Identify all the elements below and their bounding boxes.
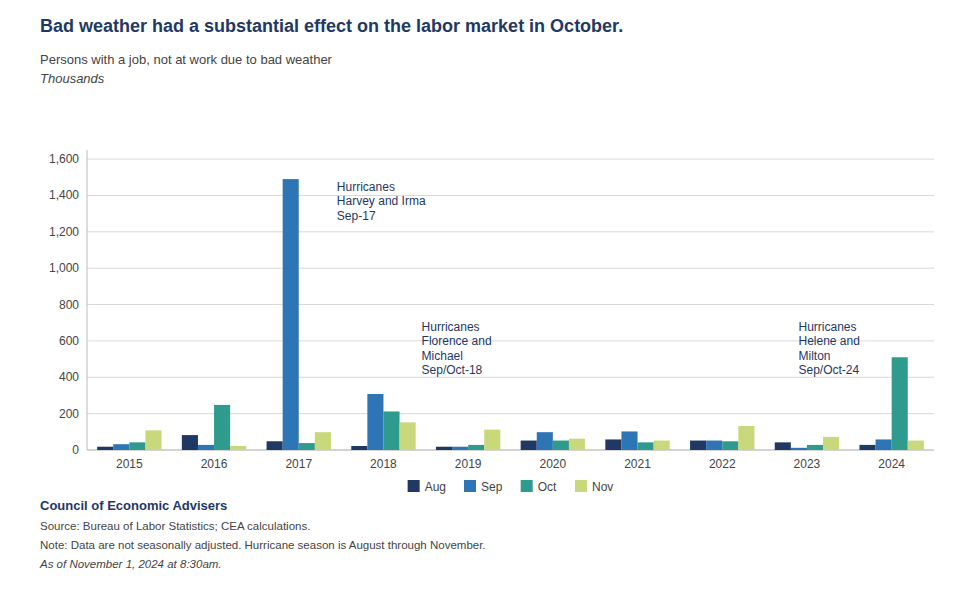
bar — [230, 446, 246, 450]
x-tick-label: 2015 — [116, 457, 143, 471]
bar — [537, 432, 553, 450]
bar — [569, 439, 585, 450]
legend-label: Aug — [425, 480, 446, 494]
legend-item: Sep — [464, 480, 503, 494]
bar — [775, 442, 791, 450]
y-tick-label: 200 — [59, 407, 79, 421]
bar — [690, 441, 706, 450]
legend-swatch — [575, 480, 587, 492]
legend-label: Sep — [481, 480, 503, 494]
bar — [267, 441, 283, 450]
note: Note: Data are not seasonally adjusted. … — [40, 539, 486, 551]
bar — [436, 447, 452, 450]
bar — [722, 441, 738, 450]
bar — [367, 394, 383, 450]
x-tick-label: 2020 — [539, 457, 566, 471]
legend-item: Aug — [408, 480, 446, 494]
bar — [823, 437, 839, 450]
bar — [452, 447, 468, 450]
bar — [468, 445, 484, 450]
note: Source: Bureau of Labor Statistics; CEA … — [40, 520, 310, 532]
bar — [315, 432, 331, 450]
grid-line — [87, 159, 934, 160]
x-tick-label: 2024 — [878, 457, 905, 471]
bar — [876, 439, 892, 450]
annotation: HurricanesFlorence andMichaelSep/Oct-18 — [422, 320, 492, 377]
grid-line — [87, 195, 934, 196]
legend-item: Nov — [575, 480, 613, 494]
y-tick-label: 1,000 — [49, 261, 79, 275]
grid-line — [87, 231, 934, 232]
x-tick-label: 2017 — [285, 457, 312, 471]
bar — [521, 441, 537, 450]
bar — [654, 441, 670, 450]
bar — [706, 441, 722, 450]
y-axis-label: Thousands — [40, 71, 105, 86]
x-tick-label: 2021 — [624, 457, 651, 471]
bar — [908, 441, 924, 450]
grid-line — [87, 268, 934, 269]
bar — [605, 439, 621, 450]
subtitle: Persons with a job, not at work due to b… — [40, 52, 333, 67]
bar — [807, 445, 823, 450]
source: Council of Economic Advisers — [40, 498, 227, 513]
bar — [484, 430, 500, 450]
x-tick-label: 2023 — [794, 457, 821, 471]
y-tick-label: 1,200 — [49, 225, 79, 239]
x-tick-label: 2018 — [370, 457, 397, 471]
bar — [283, 179, 299, 450]
chart: Bad weather had a substantial effect on … — [0, 0, 963, 592]
grid-line — [87, 304, 934, 305]
bar — [351, 446, 367, 450]
y-axis-line — [87, 150, 88, 450]
bar — [383, 411, 399, 450]
y-tick-label: 0 — [72, 443, 79, 457]
note: As of November 1, 2024 at 8:30am. — [39, 558, 222, 570]
bar — [129, 442, 145, 450]
bar — [97, 447, 113, 450]
bar — [182, 435, 198, 450]
bar — [113, 444, 129, 450]
legend-label: Nov — [592, 480, 613, 494]
title: Bad weather had a substantial effect on … — [40, 16, 623, 36]
y-tick-label: 600 — [59, 334, 79, 348]
legend-swatch — [521, 480, 533, 492]
x-tick-label: 2019 — [455, 457, 482, 471]
legend: Aug Sep Oct Nov — [408, 480, 614, 494]
y-tick-label: 400 — [59, 370, 79, 384]
legend-swatch — [464, 480, 476, 492]
bar — [553, 441, 569, 450]
bar — [198, 445, 214, 450]
bar — [859, 445, 875, 450]
bar — [145, 430, 161, 450]
legend-item: Oct — [521, 480, 557, 494]
annotation: HurricanesHarvey and IrmaSep-17 — [337, 180, 426, 223]
bar — [214, 405, 230, 450]
bar — [400, 422, 416, 450]
legend-swatch — [408, 480, 420, 492]
bars — [97, 179, 924, 450]
legend-label: Oct — [538, 480, 557, 494]
bar — [638, 442, 654, 450]
annotation: HurricanesHelene andMiltonSep/Oct-24 — [798, 320, 859, 377]
y-tick-label: 1,600 — [49, 152, 79, 166]
bar — [621, 431, 637, 450]
bar — [738, 426, 754, 450]
x-tick-label: 2022 — [709, 457, 736, 471]
y-tick-label: 800 — [59, 298, 79, 312]
x-tick-label: 2016 — [201, 457, 228, 471]
y-tick-label: 1,400 — [49, 188, 79, 202]
bar — [791, 448, 807, 450]
bar — [299, 443, 315, 450]
bar — [892, 357, 908, 450]
